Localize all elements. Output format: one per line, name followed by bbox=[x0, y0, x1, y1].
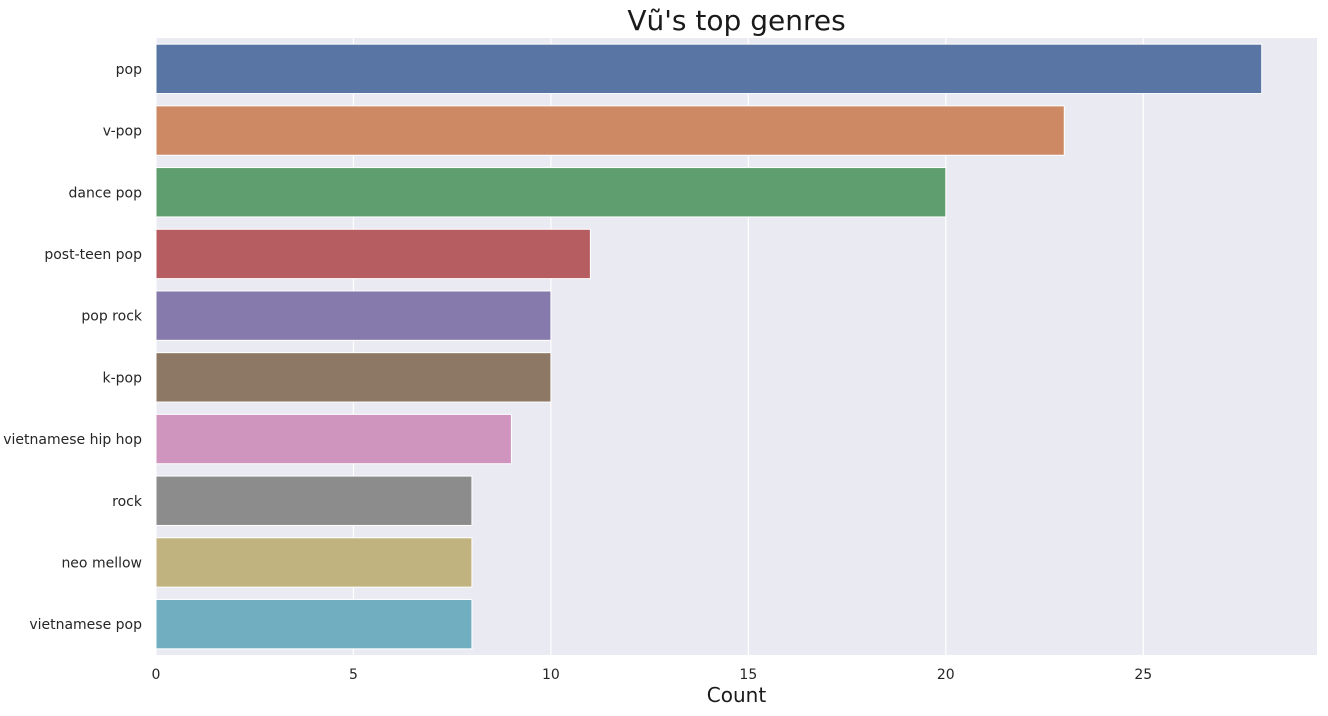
y-tick-label: pop bbox=[116, 62, 142, 78]
bar-neo-mellow bbox=[155, 537, 473, 588]
bar-pop bbox=[155, 43, 1263, 95]
x-tick-labels: 0 5 10 15 20 25 bbox=[152, 667, 1153, 683]
x-tick-label: 15 bbox=[739, 667, 757, 683]
x-tick-label: 20 bbox=[937, 667, 955, 683]
x-tick-label: 25 bbox=[1134, 667, 1152, 683]
x-tick-label: 10 bbox=[542, 667, 560, 683]
bar-k-pop bbox=[155, 352, 552, 403]
bar-rock bbox=[155, 475, 473, 526]
y-tick-labels: pop v-pop dance pop post-teen pop pop rock k-… bbox=[3, 62, 143, 633]
bar-pop-rock bbox=[155, 290, 552, 341]
y-tick-label: pop rock bbox=[81, 309, 143, 325]
bar-post-teen-pop bbox=[155, 228, 591, 280]
y-tick-label: post-teen pop bbox=[44, 247, 142, 263]
bar-vietnamese-pop bbox=[155, 598, 473, 650]
bar-vietnamese-hip-hop bbox=[155, 413, 512, 465]
y-tick-label: vietnamese pop bbox=[29, 617, 142, 633]
y-tick-label: v-pop bbox=[103, 124, 142, 140]
y-tick-label: k-pop bbox=[103, 370, 143, 386]
y-tick-label: rock bbox=[112, 494, 143, 510]
bar-dance-pop bbox=[155, 167, 947, 218]
chart-title: Vũ's top genres bbox=[627, 4, 846, 37]
bars bbox=[155, 43, 1263, 650]
x-axis-label: Count bbox=[707, 683, 767, 707]
y-tick-label: dance pop bbox=[69, 185, 143, 201]
x-tick-label: 0 bbox=[152, 667, 161, 683]
x-tick-label: 5 bbox=[349, 667, 358, 683]
bar-v-pop bbox=[155, 105, 1065, 156]
y-tick-label: vietnamese hip hop bbox=[3, 432, 142, 448]
y-tick-label: neo mellow bbox=[61, 555, 142, 571]
